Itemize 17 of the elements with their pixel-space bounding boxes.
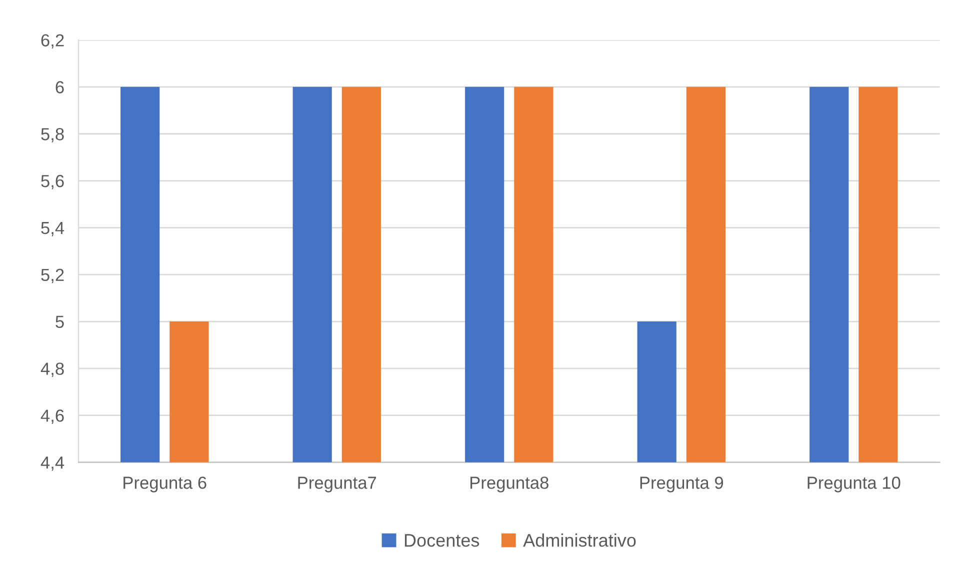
y-tick-label: 4,4 — [40, 456, 64, 471]
x-tick-label: Pregunta8 — [470, 476, 548, 492]
y-tick-label: 5,8 — [41, 128, 64, 142]
y-tick-label: 6,2 — [41, 34, 64, 49]
legend-label: Administrativo — [523, 533, 636, 547]
y-tick-label: 6 — [56, 81, 64, 94]
y-tick-label: 5 — [56, 316, 64, 328]
y-tick-label: 5,4 — [41, 222, 64, 236]
y-tick-label: 5,6 — [41, 174, 64, 190]
x-tick-label: Pregunta 9 — [640, 476, 724, 492]
x-tick-label: Pregunta7 — [298, 476, 376, 492]
x-tick-label: Pregunta 10 — [808, 476, 900, 492]
y-tick-label: 5,2 — [41, 268, 64, 284]
y-tick-label: 4,6 — [40, 410, 64, 424]
legend-label: Docentes — [404, 534, 480, 547]
y-tick-label: 4,8 — [40, 362, 64, 377]
x-tick-label: Pregunta 6 — [124, 476, 206, 492]
